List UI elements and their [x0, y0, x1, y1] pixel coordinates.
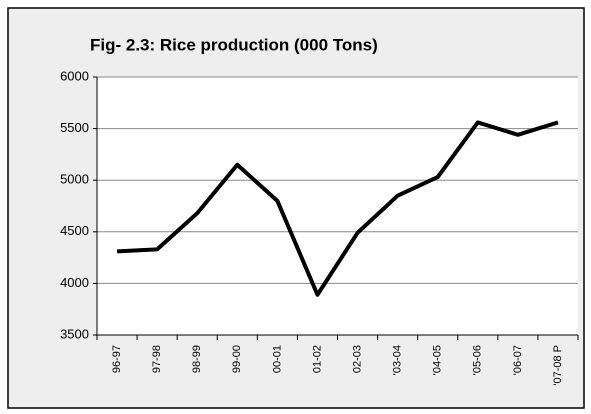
x-tick-label: 02-03: [351, 345, 363, 373]
x-tick-label: '06-07: [512, 345, 524, 375]
x-tick-label: '05-06: [472, 345, 484, 375]
plot-area: [97, 77, 578, 335]
x-tick-label: '03-04: [392, 345, 404, 375]
x-tick-label: 98-99: [191, 345, 203, 373]
y-tick-label: 3500: [60, 326, 89, 341]
x-tick-label: '04-05: [432, 345, 444, 375]
y-tick-label: 5500: [60, 120, 89, 135]
x-tick-label: 97-98: [151, 345, 163, 373]
x-tick-label: 99-00: [231, 345, 243, 373]
chart-title: Fig- 2.3: Rice production (000 Tons): [90, 35, 378, 54]
y-tick-label: 4500: [60, 223, 89, 238]
x-tick-label: 00-01: [271, 345, 283, 373]
y-tick-label: 5000: [60, 172, 89, 187]
x-tick-label: 96-97: [111, 345, 123, 373]
y-tick-label: 4000: [60, 275, 89, 290]
y-tick-label: 6000: [60, 68, 89, 83]
x-tick-label: 01-02: [311, 345, 323, 373]
line-series: [116, 120, 559, 297]
x-tick-label: '07-08 P: [552, 345, 564, 386]
